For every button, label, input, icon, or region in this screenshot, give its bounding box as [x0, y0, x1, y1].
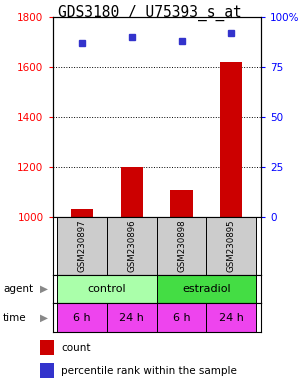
Text: count: count	[61, 343, 91, 353]
Text: GSM230895: GSM230895	[227, 219, 236, 272]
Text: GSM230897: GSM230897	[78, 219, 87, 272]
Bar	[71, 210, 94, 217]
Text: agent: agent	[3, 284, 33, 294]
Text: control: control	[88, 284, 126, 294]
Bar	[220, 62, 242, 217]
Text: 6 h: 6 h	[173, 313, 190, 323]
Text: percentile rank within the sample: percentile rank within the sample	[61, 366, 237, 376]
FancyBboxPatch shape	[206, 217, 256, 275]
FancyBboxPatch shape	[157, 217, 206, 275]
Text: 24 h: 24 h	[119, 313, 144, 323]
Text: 24 h: 24 h	[219, 313, 244, 323]
FancyBboxPatch shape	[206, 303, 256, 332]
Text: GDS3180 / U75393_s_at: GDS3180 / U75393_s_at	[58, 5, 242, 21]
FancyBboxPatch shape	[58, 217, 107, 275]
Text: time: time	[3, 313, 27, 323]
FancyBboxPatch shape	[157, 303, 206, 332]
Text: estradiol: estradiol	[182, 284, 231, 294]
Text: GSM230896: GSM230896	[128, 219, 136, 272]
Bar	[170, 190, 193, 217]
Bar	[40, 341, 54, 355]
FancyBboxPatch shape	[107, 303, 157, 332]
Bar	[40, 363, 54, 378]
FancyBboxPatch shape	[107, 217, 157, 275]
Text: GSM230898: GSM230898	[177, 219, 186, 272]
Text: ▶: ▶	[40, 313, 48, 323]
FancyBboxPatch shape	[157, 275, 256, 303]
Text: ▶: ▶	[40, 284, 48, 294]
Text: 6 h: 6 h	[74, 313, 91, 323]
Bar	[121, 167, 143, 217]
FancyBboxPatch shape	[58, 303, 107, 332]
FancyBboxPatch shape	[58, 275, 157, 303]
